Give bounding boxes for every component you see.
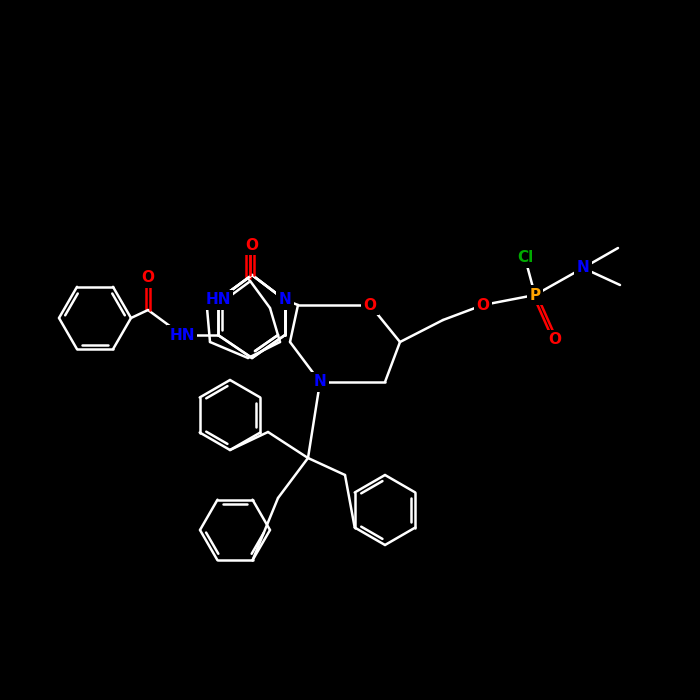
Text: O: O [141, 270, 155, 286]
Text: O: O [246, 237, 258, 253]
Text: HN: HN [205, 293, 231, 307]
Text: N: N [314, 374, 326, 389]
Text: N: N [577, 260, 589, 276]
Text: P: P [529, 288, 540, 302]
Text: O: O [363, 298, 377, 312]
Text: O: O [549, 332, 561, 347]
Text: O: O [477, 298, 489, 312]
Text: Cl: Cl [517, 251, 533, 265]
Text: HN: HN [169, 328, 195, 342]
Text: N: N [279, 293, 291, 307]
